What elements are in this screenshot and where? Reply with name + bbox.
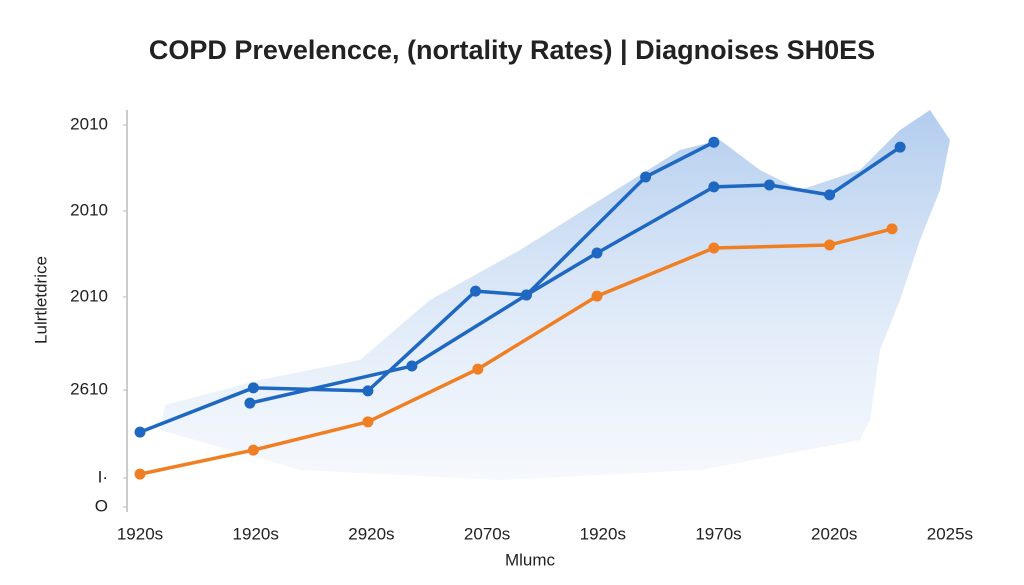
point	[362, 385, 374, 397]
y-tick-label: 2010	[70, 200, 108, 219]
point	[640, 171, 652, 183]
point	[406, 360, 418, 372]
x-tick-label: 1920s	[117, 524, 163, 543]
point	[894, 141, 906, 153]
series-line	[249, 145, 902, 405]
x-tick-label: 1920s	[233, 524, 279, 543]
point	[134, 426, 146, 438]
point	[362, 416, 374, 428]
point	[472, 363, 484, 375]
x-tick-label: 2070s	[464, 524, 510, 543]
y-tick-label: 2010	[70, 114, 108, 133]
point	[247, 444, 259, 456]
point	[763, 179, 775, 191]
point	[708, 242, 720, 254]
point	[470, 285, 482, 297]
point	[134, 468, 146, 480]
point	[591, 290, 603, 302]
y-tick-label: O	[95, 496, 108, 515]
x-tick-label: 2025s	[927, 524, 973, 543]
x-tick-label: 2920s	[348, 524, 394, 543]
x-tick-label: 1920s	[580, 524, 626, 543]
x-tick-label: 1970s	[695, 524, 741, 543]
x-axis-label: Mlumc	[505, 550, 556, 569]
point	[886, 223, 898, 235]
point	[591, 247, 603, 259]
x-tick-label: 2020s	[811, 524, 857, 543]
map-backdrop	[160, 110, 950, 480]
y-tick-label: 2010	[70, 286, 108, 305]
point	[244, 397, 256, 409]
y-tick-label: I·	[98, 467, 108, 486]
series-line	[139, 227, 893, 476]
point	[824, 189, 836, 201]
point	[708, 181, 720, 193]
point	[708, 136, 720, 148]
chart-title: COPD Prevelencce, (nortality Rates) | Di…	[149, 35, 875, 65]
point	[824, 239, 836, 251]
y-axis-label: Lulrtletdrice	[31, 256, 50, 344]
point	[247, 382, 259, 394]
y-tick-label: 2610	[70, 380, 108, 399]
point	[520, 289, 532, 301]
